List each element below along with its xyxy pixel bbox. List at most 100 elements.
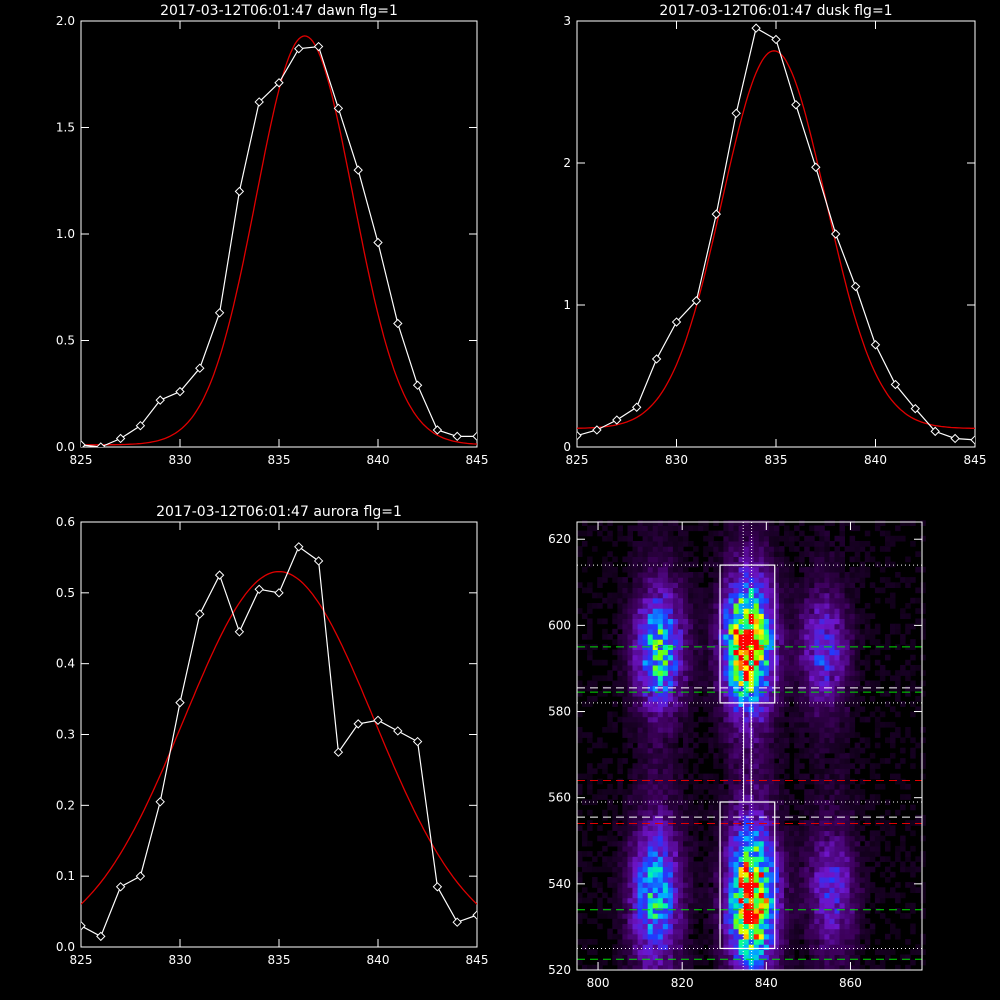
heatmap-cell [819, 783, 825, 790]
heatmap-cell [869, 768, 876, 775]
heatmap-cell [779, 628, 785, 635]
heatmap-cell [733, 587, 739, 594]
heatmap-cell [753, 892, 760, 899]
heatmap-cell [672, 944, 679, 950]
heatmap-cell [874, 820, 881, 826]
heatmap-cell [637, 706, 644, 713]
heatmap-cell [814, 964, 820, 971]
heatmap-cell [657, 866, 664, 873]
heatmap-cell [804, 597, 810, 604]
heatmap-cell [708, 918, 714, 924]
heatmap-cell [587, 696, 593, 702]
heatmap-cell [794, 752, 800, 759]
heatmap-cell [652, 670, 659, 676]
heatmap-cell [647, 577, 654, 583]
heatmap-cell [617, 582, 623, 588]
heatmap-cell [698, 866, 704, 873]
heatmap-cell [617, 892, 623, 899]
heatmap-cell [657, 659, 664, 666]
heatmap-cell [824, 959, 830, 966]
heatmap-cell [617, 670, 623, 676]
heatmap-cell [819, 897, 825, 904]
heatmap-cell [642, 804, 649, 811]
heatmap-cell [612, 882, 618, 888]
heatmap-cell [748, 923, 755, 930]
heatmap-cell [703, 551, 709, 557]
heatmap-cell [728, 613, 734, 619]
heatmap-cell [753, 845, 760, 852]
heatmap-cell [910, 752, 916, 759]
heatmap-cell [642, 541, 649, 547]
heatmap-cell [703, 634, 709, 640]
heatmap-cell [662, 897, 669, 904]
heatmap-cell [814, 561, 820, 568]
heatmap-cell [708, 618, 714, 625]
heatmap-cell [728, 628, 734, 635]
heatmap-cell [698, 623, 704, 630]
heatmap-cell [849, 949, 856, 955]
heatmap-cell [632, 721, 638, 728]
heatmap-cell [738, 680, 745, 687]
heatmap-cell [794, 825, 800, 831]
heatmap-cell [738, 825, 745, 831]
heatmap-cell [678, 944, 684, 950]
heatmap-cell [733, 752, 739, 759]
heatmap-cell [829, 618, 835, 625]
heatmap-cell [652, 845, 659, 852]
heatmap-cell [834, 939, 840, 945]
heatmap-cell [647, 535, 654, 542]
heatmap-cell [617, 623, 623, 630]
heatmap-cell [652, 752, 659, 759]
heatmap-cell [753, 814, 760, 821]
heatmap-cell [728, 918, 734, 924]
heatmap-cell [708, 665, 714, 671]
heatmap-cell [804, 773, 810, 780]
heatmap-cell [895, 525, 901, 532]
heatmap-cell [829, 763, 835, 769]
heatmap-cell [849, 680, 856, 687]
heatmap-cell [723, 892, 729, 899]
heatmap-cell [657, 546, 664, 552]
heatmap-cell [819, 939, 825, 945]
heatmap-cell [854, 758, 861, 764]
heatmap-cell [789, 680, 795, 687]
heatmap-cell [773, 525, 780, 532]
heatmap-cell [698, 799, 704, 806]
heatmap-cell [688, 582, 694, 588]
heatmap-cell [622, 959, 628, 966]
heatmap-cell [773, 871, 780, 878]
heatmap-cell [859, 835, 866, 842]
heatmap-cell [829, 908, 835, 914]
heatmap-cell [824, 877, 830, 883]
heatmap-cell [657, 727, 664, 733]
heatmap-cell [839, 592, 845, 599]
heatmap-cell [789, 799, 795, 806]
heatmap-cell [839, 892, 845, 899]
heatmap-cell [804, 706, 810, 713]
heatmap-cell [688, 835, 694, 842]
heatmap-cell [683, 804, 689, 811]
heatmap-cell [713, 866, 719, 873]
heatmap-cell [758, 825, 765, 831]
heatmap-cell [678, 603, 684, 609]
heatmap-cell [703, 892, 709, 899]
heatmap-cell [859, 908, 866, 914]
heatmap-cell [824, 783, 830, 790]
heatmap-cell [738, 701, 745, 707]
heatmap-cell [758, 654, 765, 661]
heatmap-cell [753, 592, 760, 599]
heatmap-cell [683, 541, 689, 547]
heatmap-cell [920, 814, 926, 821]
heatmap-cell [814, 825, 820, 831]
heatmap-cell [622, 696, 628, 702]
heatmap-cell [667, 711, 674, 718]
heatmap-cell [879, 783, 886, 790]
heatmap-cell [768, 665, 775, 671]
heatmap-cell [753, 887, 760, 893]
heatmap-cell [728, 830, 734, 837]
heatmap-cell [814, 918, 820, 924]
heatmap-cell [672, 877, 679, 883]
heatmap-cell [743, 840, 750, 847]
heatmap-cell [587, 732, 593, 738]
heatmap-cell [713, 964, 719, 971]
